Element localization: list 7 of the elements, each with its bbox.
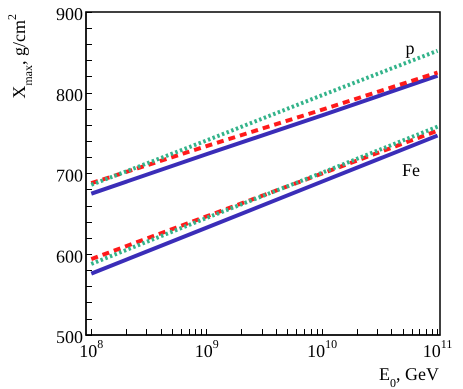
y-axis-title: Xmax, g/cm2 bbox=[5, 14, 35, 99]
y-tick-label: 800 bbox=[56, 84, 83, 105]
y-tick-label: 900 bbox=[56, 4, 83, 24]
annotation: Fe bbox=[402, 160, 420, 180]
annotation: p bbox=[406, 38, 414, 58]
y-tick-label: 700 bbox=[56, 166, 83, 186]
y-tick-label: 600 bbox=[56, 246, 83, 266]
